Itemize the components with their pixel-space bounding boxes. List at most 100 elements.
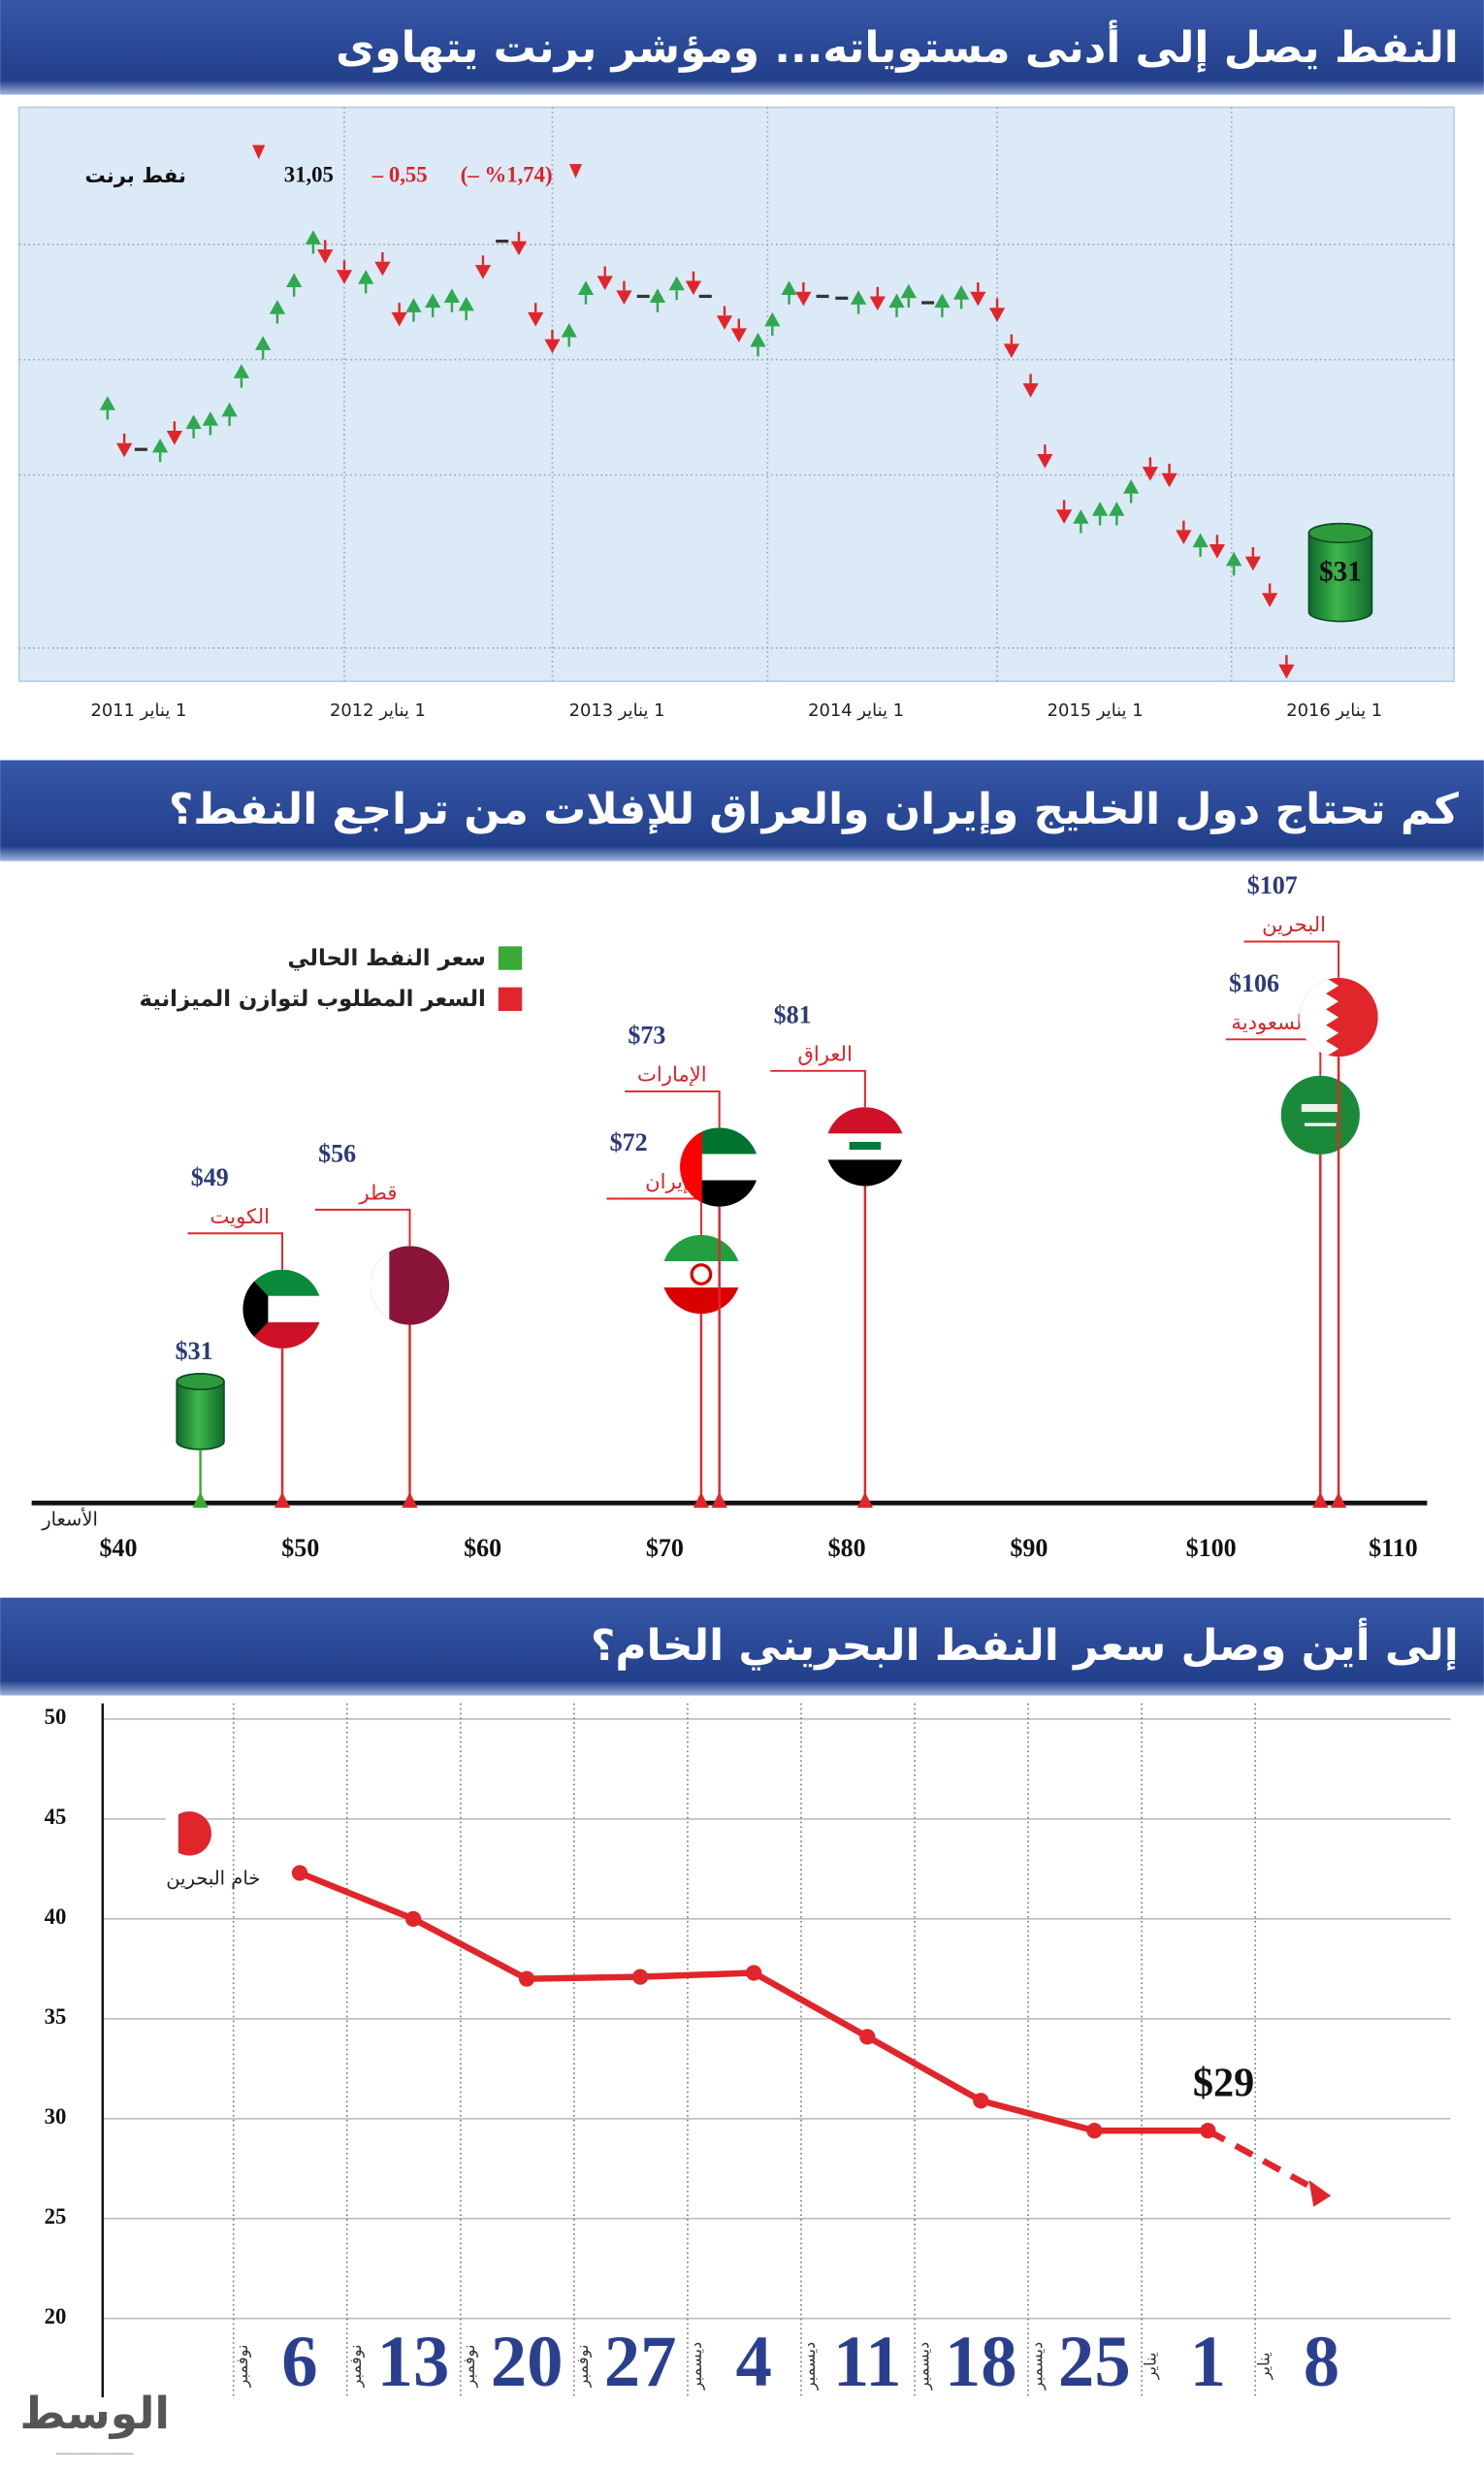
x-tick-label: $110	[1369, 1534, 1418, 1562]
down-arrow	[730, 328, 747, 342]
axis-marker	[711, 1491, 727, 1509]
down-arrow	[685, 280, 702, 296]
chart-title: إلى أين وصل سعر النفط البحريني الخام؟	[591, 1617, 1459, 1671]
down-arrow	[336, 270, 353, 284]
up-arrow	[561, 323, 577, 338]
price-label: 31,05	[284, 162, 334, 186]
up-arrow	[99, 396, 115, 410]
price-marker	[750, 332, 766, 357]
down-arrow	[795, 291, 812, 307]
value-label: $49	[191, 1163, 229, 1191]
x-tick-label: $80	[828, 1534, 866, 1562]
price-marker	[425, 293, 441, 317]
arrow-head	[1308, 2179, 1332, 2207]
up-arrow	[1073, 509, 1089, 524]
price-marker	[850, 290, 867, 314]
price-marker	[336, 260, 353, 284]
x-tick-label: 1 يناير 2013	[569, 700, 665, 721]
y-tick-label: 25	[45, 2204, 67, 2229]
price-marker	[443, 288, 461, 312]
price-marker	[1003, 334, 1019, 358]
x-tick-label: 1 يناير 2015	[1048, 700, 1144, 721]
price-marker	[544, 329, 561, 354]
value-label: $81	[774, 1001, 812, 1029]
price-marker	[1022, 374, 1039, 398]
price-marker	[151, 438, 169, 463]
month-label: نوفمبر	[346, 2344, 366, 2388]
header-band	[0, 760, 1484, 862]
barrel-label: $31	[1319, 556, 1362, 587]
up-arrow	[202, 411, 219, 426]
up-arrow	[1226, 551, 1242, 567]
price-marker	[649, 288, 666, 312]
x-tick-label: 1 يناير 2016	[1286, 700, 1382, 721]
x-tick-label: 4	[735, 2322, 771, 2402]
axis-marker	[402, 1491, 418, 1509]
axis-marker	[1330, 1491, 1347, 1509]
price-marker	[1209, 535, 1226, 559]
price-marker	[1176, 520, 1192, 545]
up-arrow	[185, 414, 202, 430]
price-marker	[510, 231, 528, 256]
month-label: نوفمبر	[460, 2344, 479, 2388]
up-arrow	[934, 293, 951, 309]
down-arrow	[1244, 556, 1261, 571]
leader-line	[1243, 940, 1340, 978]
price-marker	[1226, 551, 1242, 576]
price-marker	[166, 421, 183, 445]
down-arrow	[510, 241, 528, 256]
price-marker	[358, 270, 374, 294]
value-label: $72	[610, 1128, 648, 1156]
price-marker	[202, 411, 219, 436]
down-arrow	[1261, 593, 1278, 607]
x-tick-label: 27	[604, 2322, 677, 2402]
down-arrow	[116, 442, 133, 458]
up-arrow	[1091, 502, 1109, 516]
x-tick-label: $40	[100, 1534, 138, 1562]
barrel-top	[176, 1373, 225, 1390]
price-marker	[1244, 546, 1261, 571]
down-arrow	[474, 265, 492, 279]
down-arrow	[869, 296, 886, 311]
point	[746, 1965, 762, 1981]
point	[518, 1970, 535, 1987]
category-label: الكويت	[210, 1204, 271, 1228]
price-marker	[616, 280, 632, 306]
price-marker	[1261, 583, 1278, 607]
down-arrow	[1003, 343, 1019, 358]
price-marker	[869, 286, 886, 311]
flag-emblem	[690, 1263, 713, 1285]
price-marker	[730, 318, 747, 342]
up-arrow	[668, 276, 685, 291]
up-arrow	[233, 364, 250, 378]
flag-part	[1280, 1075, 1360, 1155]
legend-label: سعر النفط الحالي	[287, 946, 485, 971]
price-marker	[99, 396, 115, 420]
price-marker	[888, 293, 905, 317]
price-marker	[269, 300, 286, 324]
price-marker	[795, 282, 812, 307]
price-marker	[221, 402, 238, 427]
x-tick-label: 11	[833, 2322, 902, 2402]
up-arrow	[764, 311, 781, 327]
leader-line	[187, 1232, 284, 1270]
down-arrow	[1278, 664, 1295, 679]
price-marker	[764, 311, 781, 337]
flag-part	[1301, 1103, 1339, 1113]
down-arrow	[597, 276, 613, 290]
leader-line	[314, 1208, 411, 1247]
down-arrow	[970, 291, 986, 307]
x-tick-label: 6	[281, 2322, 317, 2402]
x-tick-label: $90	[1010, 1534, 1048, 1562]
point	[1086, 2123, 1103, 2139]
flag	[1280, 1075, 1360, 1155]
y-tick-label: 45	[45, 1805, 67, 1829]
category-label: الإمارات	[637, 1062, 707, 1087]
price-marker	[405, 298, 422, 322]
flag-part	[849, 1141, 882, 1151]
axis-marker	[693, 1491, 710, 1509]
up-arrow	[577, 280, 595, 295]
current-marker	[192, 1491, 209, 1509]
y-tick-label: 20	[45, 2304, 67, 2328]
up-arrow	[286, 273, 303, 288]
